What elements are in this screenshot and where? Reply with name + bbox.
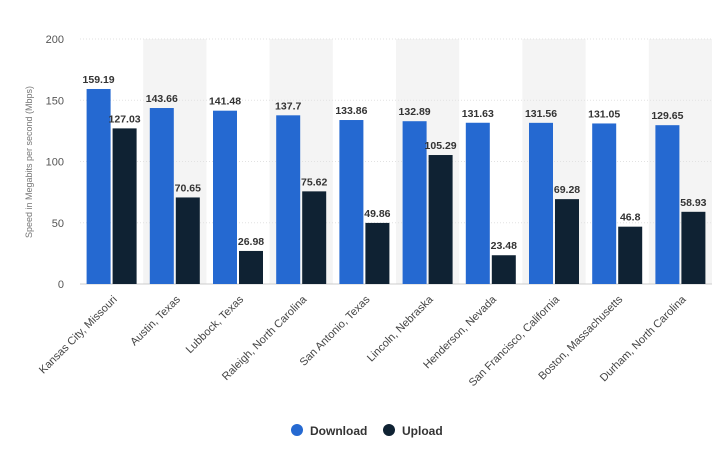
download-value-label: 141.48 <box>209 96 241 108</box>
legend-download-label: Download <box>310 424 367 438</box>
download-value-label: 137.7 <box>275 100 301 112</box>
download-value-label: 133.86 <box>335 105 367 117</box>
x-category-label: San Antonio, Texas <box>298 293 373 368</box>
y-tick-label: 0 <box>58 279 64 291</box>
upload-bar <box>239 250 263 284</box>
download-value-label: 131.56 <box>525 108 557 120</box>
upload-bar <box>681 211 706 284</box>
upload-bar <box>428 155 453 284</box>
x-category-label: Lubbock, Texas <box>184 293 247 356</box>
download-bar <box>213 110 237 284</box>
upload-value-label: 23.48 <box>491 240 517 252</box>
download-bar <box>86 88 111 284</box>
upload-bar <box>112 128 137 284</box>
y-tick-label: 150 <box>46 95 64 107</box>
download-bar <box>465 122 490 284</box>
upload-value-label: 46.8 <box>620 212 641 224</box>
upload-value-label: 49.86 <box>364 208 390 220</box>
y-tick-label: 200 <box>46 34 64 46</box>
y-axis-title: Speed in Megabits per second (Mbps) <box>24 86 34 238</box>
download-bar <box>276 115 301 284</box>
download-value-label: 143.66 <box>146 93 178 105</box>
upload-bar <box>618 226 643 284</box>
upload-bar <box>491 255 516 284</box>
download-bar <box>529 122 553 285</box>
legend-upload-marker <box>383 424 395 436</box>
x-category-label: Kansas City, Missouri <box>37 294 120 377</box>
upload-value-label: 26.98 <box>238 236 264 248</box>
upload-bar <box>175 197 200 284</box>
legend-download-marker <box>291 424 303 436</box>
upload-value-label: 127.03 <box>109 113 141 125</box>
x-category-label: Austin, Texas <box>128 293 183 348</box>
legend: Download Upload <box>291 424 443 438</box>
upload-bar <box>555 199 579 284</box>
download-bar <box>402 121 427 284</box>
download-bar <box>655 125 680 285</box>
upload-value-label: 69.28 <box>554 184 580 196</box>
download-bar <box>149 108 174 284</box>
x-category-label: Lincoln, Nebraska <box>365 293 436 364</box>
download-value-label: 131.05 <box>588 108 620 120</box>
upload-value-label: 105.29 <box>425 140 457 152</box>
category-labels: Kansas City, Missouri Austin, Texas Lubboc… <box>37 293 689 389</box>
download-value-label: 131.63 <box>462 108 494 120</box>
download-bar <box>592 123 617 285</box>
download-value-label: 159.19 <box>83 74 115 86</box>
upload-value-label: 70.65 <box>175 182 201 194</box>
download-bar <box>339 120 364 284</box>
download-value-label: 129.65 <box>651 110 683 122</box>
upload-value-label: 58.93 <box>680 197 706 209</box>
upload-value-label: 75.62 <box>301 176 327 188</box>
y-tick-label: 100 <box>46 157 64 169</box>
download-value-label: 132.89 <box>399 106 431 118</box>
upload-bar <box>302 191 327 284</box>
data-labels: 159.19 127.03 143.66 70.65 141.48 26.98 137.7 7… <box>83 74 707 252</box>
y-tick-label: 50 <box>52 218 64 230</box>
bars <box>86 88 706 285</box>
y-axis-ticks: 0 50 100 150 200 <box>46 34 64 291</box>
upload-bar <box>365 222 390 284</box>
legend-upload-label: Upload <box>402 424 443 438</box>
